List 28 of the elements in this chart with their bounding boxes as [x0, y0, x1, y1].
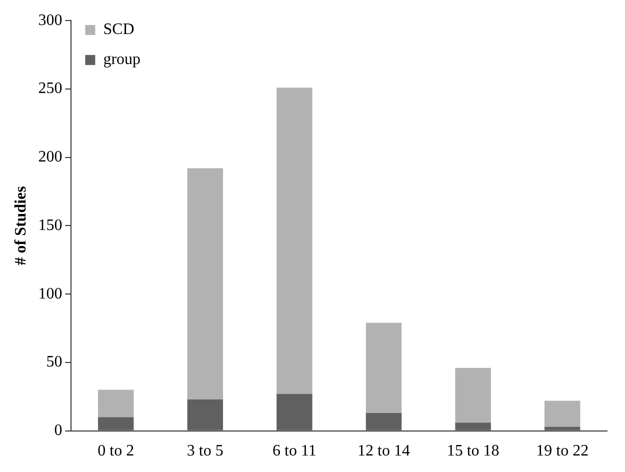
bar: [366, 322, 402, 414]
x-tick-label: 3 to 5: [186, 442, 224, 460]
x-tick-label: 6 to 11: [272, 442, 316, 460]
bar: [187, 399, 224, 430]
legend-label: group: [103, 51, 141, 68]
bar: [544, 400, 580, 427]
bar: [276, 88, 312, 394]
y-tick-label: 150: [38, 216, 62, 234]
bar: [455, 422, 491, 430]
y-tick-label: 250: [38, 80, 62, 98]
x-tick-label: 15 to 18: [446, 442, 500, 460]
x-tick-label: 19 to 22: [536, 442, 589, 460]
y-tick-label: 50: [46, 354, 62, 371]
bar: [187, 168, 224, 400]
y-tick-label: 0: [54, 422, 62, 440]
y-tick-label: 100: [38, 285, 62, 302]
y-tick-label: 300: [38, 12, 62, 29]
x-tick-label: 0 to 2: [98, 442, 134, 460]
y-axis-title: # of Studies: [12, 186, 30, 266]
bar: [276, 394, 312, 430]
bar: [98, 390, 134, 418]
y-tick-label: 200: [38, 148, 62, 166]
bar: [98, 417, 134, 430]
bar: [366, 413, 402, 430]
x-tick-label: 12 to 14: [358, 442, 410, 460]
bar: [455, 368, 491, 423]
bar: [544, 426, 580, 430]
legend-label: SCD: [103, 21, 134, 38]
